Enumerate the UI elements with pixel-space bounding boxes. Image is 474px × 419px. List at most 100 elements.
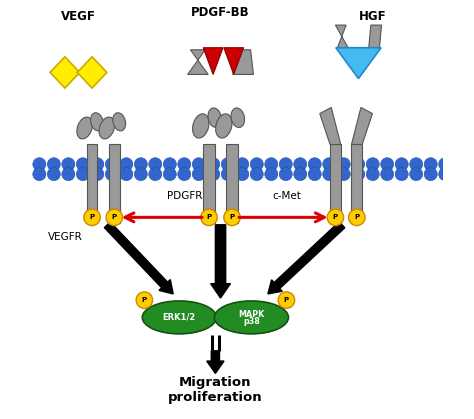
- Polygon shape: [336, 25, 348, 48]
- Text: PDGF-BB: PDGF-BB: [191, 6, 250, 19]
- Bar: [330, 145, 341, 223]
- Circle shape: [236, 168, 249, 181]
- Circle shape: [327, 209, 344, 225]
- Circle shape: [221, 168, 234, 181]
- Circle shape: [105, 158, 118, 171]
- Ellipse shape: [77, 117, 92, 139]
- Text: VEGFR: VEGFR: [47, 232, 82, 242]
- Polygon shape: [203, 48, 223, 75]
- Circle shape: [250, 158, 264, 171]
- Polygon shape: [188, 50, 208, 75]
- Text: P: P: [354, 215, 359, 220]
- Text: p38: p38: [243, 318, 260, 326]
- Polygon shape: [50, 57, 80, 88]
- Polygon shape: [369, 25, 382, 48]
- Circle shape: [76, 158, 90, 171]
- Circle shape: [395, 168, 408, 181]
- Text: Migration
proliferation: Migration proliferation: [168, 376, 263, 404]
- Bar: [109, 145, 119, 223]
- Circle shape: [337, 158, 350, 171]
- Circle shape: [236, 158, 249, 171]
- Bar: [226, 145, 238, 223]
- Circle shape: [105, 168, 118, 181]
- Text: P: P: [142, 297, 147, 303]
- Circle shape: [120, 158, 133, 171]
- Ellipse shape: [99, 117, 115, 139]
- Circle shape: [178, 168, 191, 181]
- Text: P: P: [229, 215, 235, 220]
- Circle shape: [348, 209, 365, 225]
- Circle shape: [224, 209, 240, 225]
- Circle shape: [410, 158, 423, 171]
- Bar: [203, 145, 215, 223]
- Ellipse shape: [208, 108, 221, 127]
- Text: VEGF: VEGF: [61, 10, 96, 23]
- Text: ERK1/2: ERK1/2: [163, 313, 196, 322]
- Circle shape: [294, 158, 307, 171]
- Polygon shape: [233, 50, 254, 75]
- Text: P: P: [207, 215, 211, 220]
- Circle shape: [207, 158, 220, 171]
- Circle shape: [381, 158, 394, 171]
- Circle shape: [381, 168, 394, 181]
- Circle shape: [207, 168, 220, 181]
- Ellipse shape: [91, 113, 103, 131]
- Circle shape: [294, 168, 307, 181]
- Circle shape: [279, 158, 292, 171]
- Ellipse shape: [216, 114, 232, 138]
- Polygon shape: [336, 48, 381, 79]
- Circle shape: [62, 168, 75, 181]
- Text: P: P: [112, 215, 117, 220]
- Bar: [87, 145, 98, 223]
- Circle shape: [221, 158, 234, 171]
- Circle shape: [279, 168, 292, 181]
- Circle shape: [337, 168, 350, 181]
- Circle shape: [120, 168, 133, 181]
- Circle shape: [424, 158, 438, 171]
- Circle shape: [323, 168, 336, 181]
- Text: PDGFR: PDGFR: [167, 191, 202, 201]
- Text: P: P: [333, 215, 338, 220]
- Circle shape: [308, 158, 321, 171]
- Circle shape: [33, 158, 46, 171]
- Circle shape: [47, 168, 61, 181]
- Circle shape: [366, 168, 379, 181]
- Polygon shape: [224, 48, 244, 75]
- Circle shape: [91, 158, 104, 171]
- FancyArrow shape: [207, 351, 224, 373]
- FancyArrow shape: [210, 225, 230, 298]
- Bar: [351, 145, 362, 223]
- Circle shape: [395, 158, 408, 171]
- Circle shape: [352, 168, 365, 181]
- Circle shape: [163, 168, 176, 181]
- Circle shape: [178, 158, 191, 171]
- Circle shape: [264, 168, 278, 181]
- Circle shape: [84, 209, 100, 225]
- Circle shape: [136, 292, 153, 308]
- Circle shape: [47, 158, 61, 171]
- Polygon shape: [77, 57, 107, 88]
- Circle shape: [308, 168, 321, 181]
- Text: c-Met: c-Met: [272, 191, 301, 201]
- Circle shape: [33, 168, 46, 181]
- Circle shape: [192, 158, 205, 171]
- Circle shape: [438, 158, 452, 171]
- Circle shape: [76, 168, 90, 181]
- Text: P: P: [90, 215, 95, 220]
- FancyArrow shape: [104, 222, 173, 294]
- Circle shape: [91, 168, 104, 181]
- Circle shape: [149, 158, 162, 171]
- Circle shape: [250, 168, 264, 181]
- Text: HGF: HGF: [359, 10, 387, 23]
- Circle shape: [134, 158, 147, 171]
- Circle shape: [192, 168, 205, 181]
- Text: P: P: [284, 297, 289, 303]
- Circle shape: [323, 158, 336, 171]
- Circle shape: [352, 158, 365, 171]
- Circle shape: [163, 158, 176, 171]
- FancyArrow shape: [268, 222, 345, 294]
- Ellipse shape: [214, 301, 289, 334]
- Ellipse shape: [113, 113, 126, 131]
- Circle shape: [149, 168, 162, 181]
- Circle shape: [410, 168, 423, 181]
